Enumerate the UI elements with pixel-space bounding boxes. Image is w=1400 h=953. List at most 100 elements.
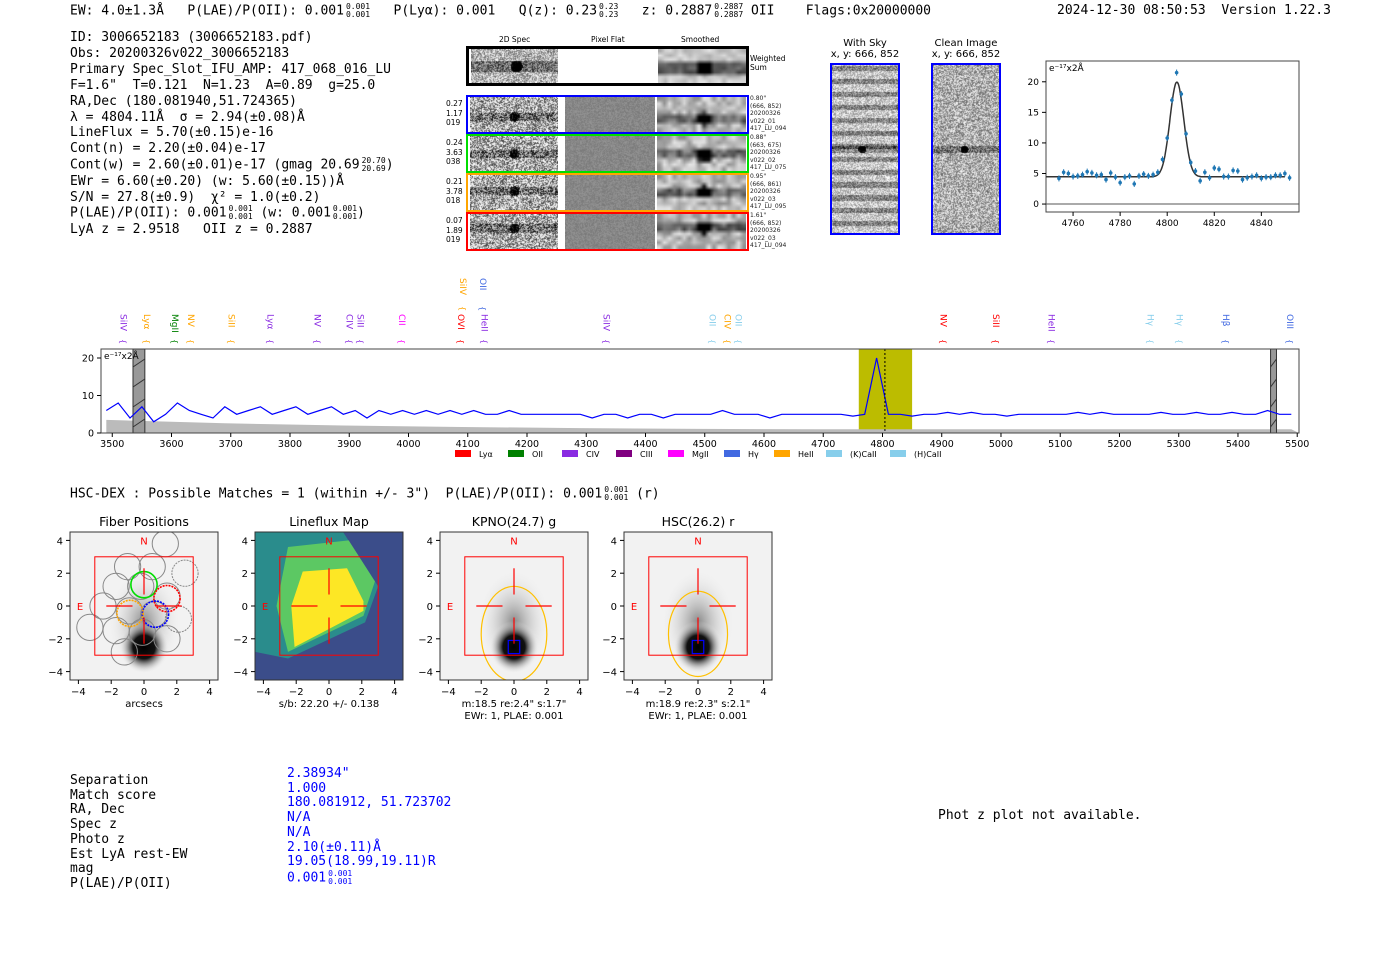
fiber-circle [171, 559, 199, 587]
clean-image-title: Clean Image x, y: 666, 852 [916, 38, 1016, 60]
fiber-circle [110, 638, 138, 666]
y-tick-label: −4 [233, 668, 248, 679]
x-tick-label: 4600 [752, 439, 776, 450]
fiber-info: 417_LU_094 [750, 242, 787, 250]
row-2d-spec [470, 214, 558, 249]
x-tick-label: −4 [441, 687, 456, 698]
photz-message: Phot z plot not available. [938, 808, 1142, 823]
fiber-stat: 019 [446, 118, 461, 127]
plot-frame [100, 348, 1300, 434]
x-tick-label: 5300 [1167, 439, 1191, 450]
qz-lo: 0.23 [599, 10, 619, 19]
y-tick-label: 2 [242, 569, 248, 580]
value-match-score: 1.000 [287, 780, 327, 796]
x-tick-label: −4 [71, 687, 86, 698]
emission-line-bracket: { [1174, 339, 1183, 344]
fiber-row-left-label: 0.07 1.89 019 [446, 216, 463, 245]
mask-hatch [1270, 398, 1277, 408]
emission-line-label: OII [732, 314, 742, 326]
header-flags: Flags:0x20000000 [805, 3, 932, 19]
data-point [1080, 172, 1085, 177]
mask-hatch [1270, 358, 1277, 368]
data-point [1113, 175, 1118, 179]
timestamp: 2024-12-30 08:50:53 [1057, 3, 1206, 18]
fiber-info: 20200326 [750, 149, 781, 157]
fiber-stat: 018 [446, 196, 461, 205]
x-tick-label: 4 [760, 687, 766, 698]
x-tick-label: 2 [174, 687, 180, 698]
weighted-sum-pixel-flat [559, 49, 656, 83]
fiber-info: v022_01 [750, 117, 776, 125]
header-right: 2024-12-30 08:50:53 Version 1.22.3 [1057, 3, 1331, 18]
header-z-range: 0.2887 0.2887 [714, 3, 743, 19]
y-tick-label: 20 [82, 354, 94, 365]
y-tick-label: 2 [57, 569, 63, 580]
search-box [648, 556, 748, 656]
data-point [1226, 174, 1231, 179]
x-tick-label: −2 [658, 687, 673, 698]
emission-line-bracket: { [478, 306, 487, 311]
fiber-info: 0.80" [750, 95, 767, 102]
info-cont-w: Cont(w) = 2.60(±0.01)e-17 (gmag 20.69 20.… [70, 157, 394, 173]
x-tick-label: 2 [728, 687, 734, 698]
x-tick-label: 5500 [1285, 439, 1309, 450]
header-z: z: 0.2887 [641, 3, 713, 19]
data-point [1118, 180, 1122, 185]
x-tick-label: 3900 [337, 439, 361, 450]
mask-hatch [1270, 378, 1277, 388]
x-tick-label: 2 [359, 687, 365, 698]
emission-line-label: NV [938, 314, 948, 328]
fiber-info: 417_LU_094 [750, 125, 787, 133]
y-tick-label: 15 [1028, 108, 1039, 118]
data-point [1283, 171, 1287, 176]
z-hi: 0.2887 [714, 2, 744, 11]
highlighted-fiber [116, 599, 144, 628]
legend-label: Lyα [479, 450, 493, 459]
y-tick-label: 4 [57, 536, 63, 547]
fiber-info: 1.61" [750, 212, 767, 219]
emission-line-label: SiIV [600, 314, 610, 332]
fiber-circle [127, 572, 155, 600]
x-tick-label: 5400 [1226, 439, 1250, 450]
emission-line-label: OIII [1284, 314, 1294, 329]
emission-line-bracket: { [479, 339, 488, 344]
header-plae: P(LAE)/P(OII): 0.001 [187, 3, 344, 19]
kpno-title: KPNO(24.7) g [471, 514, 557, 529]
legend-swatch [562, 450, 578, 457]
x-tick-label: 5100 [1048, 439, 1072, 450]
x-tick-label: 0 [695, 687, 701, 698]
fiber-stat: 019 [446, 235, 461, 244]
x-tick-label: 5200 [1107, 439, 1131, 450]
row-2d-spec [470, 136, 558, 171]
match-table-values: 2.38934" 1.000 180.081912, 51.723702 N/A… [287, 766, 451, 886]
data-point [1090, 171, 1094, 175]
qz-hi: 0.23 [599, 2, 619, 11]
east-label: E [631, 602, 637, 613]
data-point [1240, 177, 1245, 182]
x-tick-label: 4900 [930, 439, 954, 450]
east-label: E [447, 602, 453, 613]
fiber-row-left-label: 0.21 3.78 018 [446, 177, 463, 206]
plae-lo: 0.001 [328, 876, 353, 886]
data-point [1184, 131, 1188, 136]
emission-line-bracket: { [707, 339, 716, 344]
units-label: e⁻¹⁷x2Å [104, 350, 140, 362]
emission-line-bracket: { [1145, 339, 1154, 344]
data-point [1071, 174, 1075, 179]
data-point [1151, 172, 1155, 177]
data-point [1287, 175, 1292, 180]
header-z-line: OII [750, 3, 775, 19]
row-2d-spec [470, 175, 558, 210]
clean-image-label: Clean Image [934, 38, 998, 49]
fiber-info: 0.88" [750, 134, 767, 141]
emission-line-label: NV [311, 314, 321, 328]
north-label: N [140, 536, 147, 547]
fiber-row-right-label: 0.95" (666, 861) 20200326 v022_03 417_LU_095 [750, 173, 786, 211]
x-tick-label: 3600 [159, 439, 183, 450]
cutout-caption: s/b: 22.20 +/- 0.138 [279, 699, 379, 710]
emission-line-label: CIV [343, 314, 353, 330]
plae-w-hi: 0.001 [332, 204, 358, 214]
emission-line-label: SiIV [457, 278, 467, 296]
info-lambda: λ = 4804.11Å σ = 2.94(±0.08)Å [70, 109, 305, 125]
with-sky-label: With Sky [843, 38, 887, 49]
